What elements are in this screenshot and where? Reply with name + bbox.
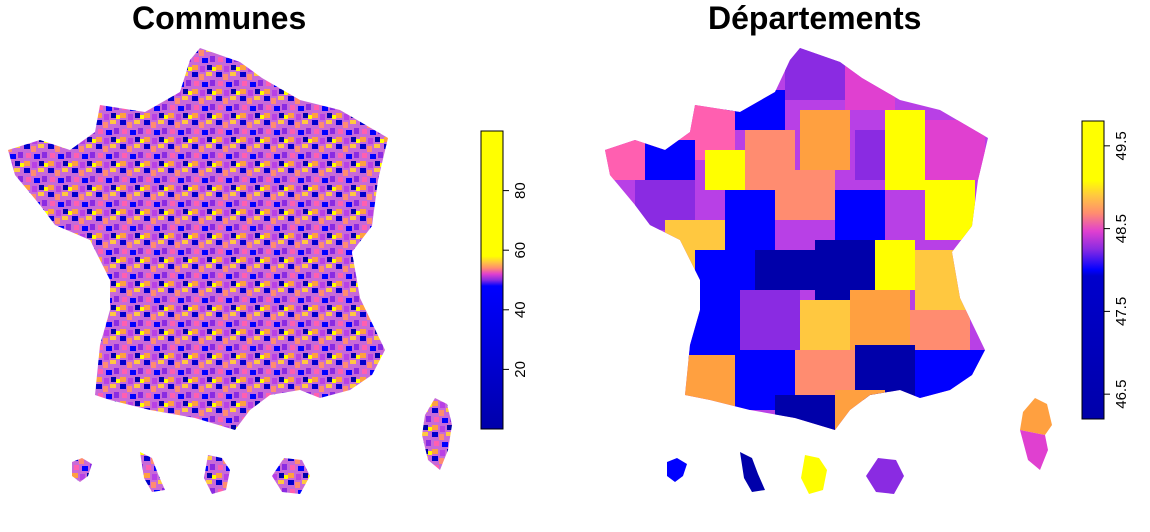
corsica-dep-south bbox=[1020, 430, 1048, 470]
guadeloupe bbox=[72, 458, 92, 482]
legend-tick-label: 48.5 bbox=[1113, 214, 1130, 243]
corsica-dep bbox=[1020, 398, 1052, 435]
legend-tick-label: 40 bbox=[512, 301, 529, 318]
martinique-dep bbox=[740, 452, 765, 492]
martinique bbox=[140, 452, 165, 492]
communes-panel: Communes bbox=[8, 0, 529, 494]
guyane bbox=[204, 455, 230, 494]
legend-tick-label: 80 bbox=[512, 182, 529, 199]
corsica bbox=[422, 398, 452, 470]
mainland-france bbox=[8, 48, 388, 430]
legend-tick-label: 49.5 bbox=[1113, 131, 1130, 160]
communes-title: Communes bbox=[132, 0, 307, 36]
communes-map: 20 40 60 80 bbox=[8, 48, 529, 494]
guadeloupe-dep bbox=[667, 458, 687, 482]
departements-mainland bbox=[605, 48, 988, 430]
reunion-dep bbox=[866, 458, 904, 494]
legend-tick-label: 47.5 bbox=[1113, 297, 1130, 326]
departements-legend-ticks: 46.5 47.5 48.5 49.5 bbox=[1104, 131, 1130, 409]
departements-legend-bar bbox=[1081, 120, 1105, 420]
departements-map: 46.5 47.5 48.5 49.5 bbox=[605, 48, 1130, 494]
departements-panel: Départements bbox=[575, 0, 1150, 532]
communes-legend-ticks: 20 40 60 80 bbox=[503, 182, 529, 378]
legend-tick-label: 46.5 bbox=[1113, 380, 1130, 409]
communes-legend-bar bbox=[480, 130, 504, 430]
legend-tick-label: 60 bbox=[512, 242, 529, 259]
legend-tick-label: 20 bbox=[512, 361, 529, 378]
guyane-dep bbox=[801, 455, 827, 494]
departements-title: Départements bbox=[708, 0, 922, 36]
reunion bbox=[272, 458, 310, 494]
